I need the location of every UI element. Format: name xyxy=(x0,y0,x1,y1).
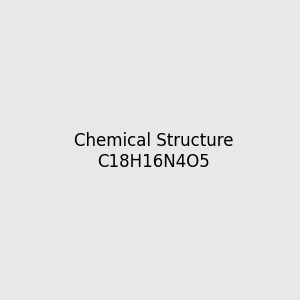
Text: Chemical Structure
C18H16N4O5: Chemical Structure C18H16N4O5 xyxy=(74,132,233,171)
